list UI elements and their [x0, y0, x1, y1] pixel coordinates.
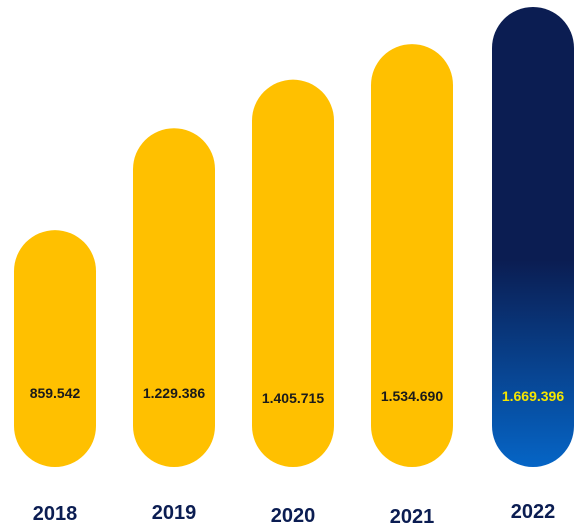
- value-label-2018: 859.542: [30, 385, 81, 401]
- bar-2018: [14, 230, 96, 467]
- bars-group: [14, 7, 574, 468]
- year-label-2021: 2021: [390, 506, 435, 527]
- year-label-2022: 2022: [511, 501, 556, 523]
- value-label-2019: 1.229.386: [143, 385, 205, 401]
- year-label-2020: 2020: [271, 505, 316, 527]
- value-labels-group: 859.542 1.229.386 1.405.715 1.534.690 1.669.…: [30, 385, 565, 406]
- bar-2021: [371, 44, 453, 467]
- value-label-2021: 1.534.690: [381, 388, 443, 404]
- value-label-2020: 1.405.715: [262, 390, 324, 406]
- value-label-2022: 1.669.396: [502, 388, 564, 404]
- bar-2019: [133, 128, 215, 468]
- year-label-2018: 2018: [33, 503, 78, 525]
- year-labels-group: 2018 2019 2020 2021 2022: [33, 501, 556, 527]
- bar-2020: [252, 79, 334, 467]
- bar-2022: [492, 7, 574, 467]
- year-label-2019: 2019: [152, 502, 197, 524]
